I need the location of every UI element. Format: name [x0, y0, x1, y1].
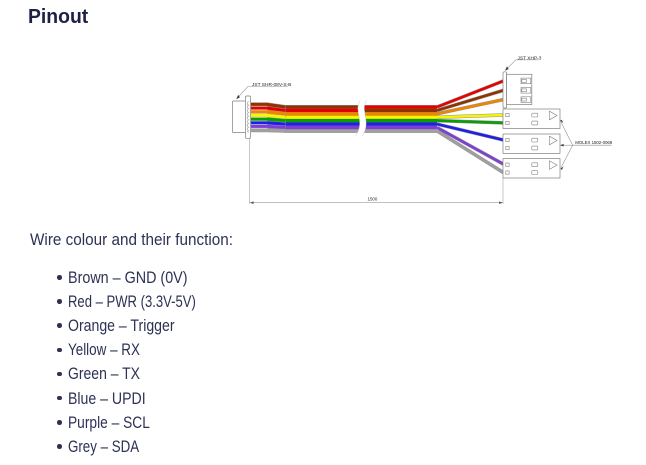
svg-text:JST XHP-3: JST XHP-3: [518, 55, 542, 61]
svg-text:MOLEX 1502-0069: MOLEX 1502-0069: [575, 140, 612, 145]
svg-text:JST SHR-08V-S-B: JST SHR-08V-S-B: [252, 82, 291, 88]
svg-text:1500: 1500: [368, 197, 378, 202]
